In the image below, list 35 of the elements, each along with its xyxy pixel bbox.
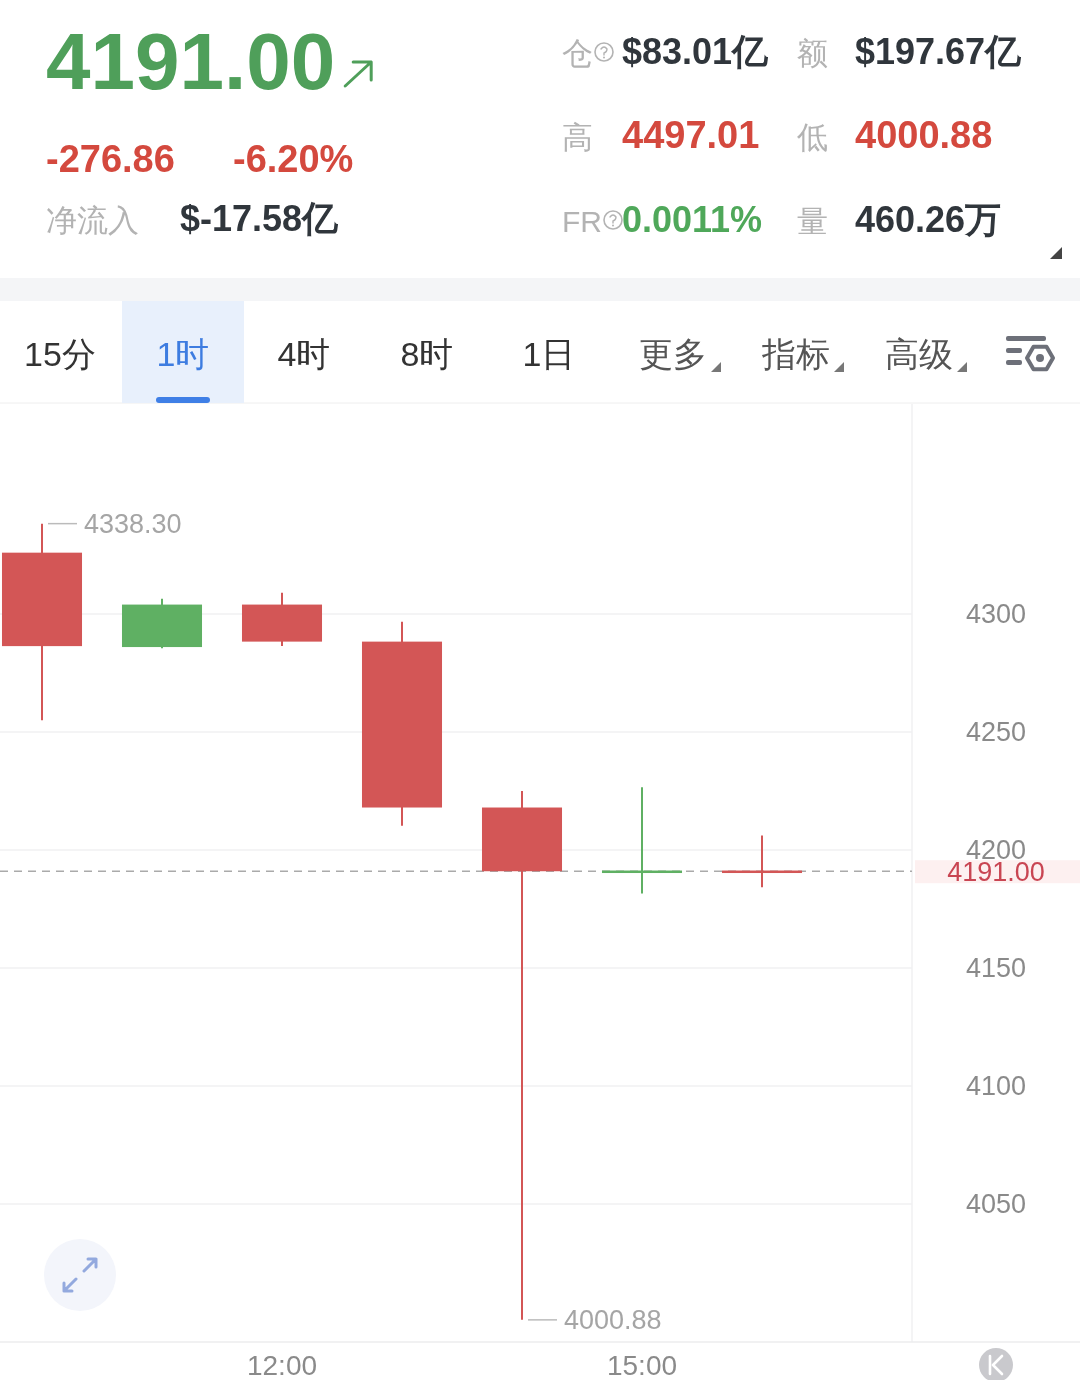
text: $83.01亿 bbox=[622, 31, 770, 72]
y-tick-label: 4250 bbox=[965, 717, 1027, 748]
x-tick-label: 15:00 bbox=[606, 1349, 678, 1380]
text: 仓 bbox=[562, 36, 593, 71]
text: 量 bbox=[797, 204, 828, 239]
text: 460.26万 bbox=[855, 199, 1002, 240]
annotation: 4000.88 bbox=[564, 1304, 662, 1335]
text: -6.20% bbox=[233, 138, 354, 180]
text: 4000.88 bbox=[855, 114, 993, 156]
text: $197.67亿 bbox=[855, 31, 1023, 72]
text: 指标 bbox=[761, 335, 830, 373]
text: 4497.01 bbox=[622, 114, 760, 156]
y-tick-label: 4050 bbox=[965, 1188, 1027, 1219]
candlestick bbox=[481, 790, 563, 1321]
annotation: 4338.30 bbox=[84, 508, 182, 539]
x-tick-label: 12:00 bbox=[246, 1349, 318, 1380]
text: FR bbox=[562, 205, 602, 238]
text: 净流入 bbox=[46, 203, 139, 238]
text: 高 bbox=[562, 120, 593, 155]
text: 1日 bbox=[522, 335, 576, 373]
text: $-17.58亿 bbox=[180, 198, 340, 239]
text: 1时 bbox=[156, 335, 210, 373]
text: 15分 bbox=[24, 335, 96, 373]
text: 额 bbox=[797, 36, 828, 71]
text: 更多 bbox=[639, 335, 707, 373]
text: 4191.00 bbox=[46, 17, 336, 106]
text: 8时 bbox=[400, 335, 454, 373]
y-tick-label: 4300 bbox=[965, 599, 1027, 630]
y-tick-label: 4150 bbox=[965, 952, 1027, 983]
text: 0.0011% bbox=[622, 199, 763, 240]
text: 4时 bbox=[277, 335, 331, 373]
y-tick-label: 4100 bbox=[965, 1070, 1027, 1101]
text: 低 bbox=[797, 120, 828, 155]
text: 高级 bbox=[885, 335, 953, 373]
text: -276.86 bbox=[46, 138, 175, 180]
